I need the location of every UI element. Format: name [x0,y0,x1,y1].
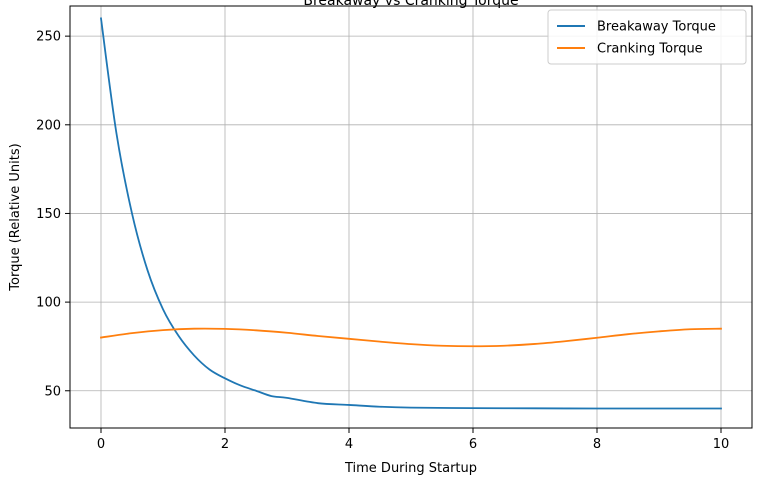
x-tick-label: 0 [97,437,105,452]
x-tick-label: 10 [713,437,730,452]
y-tick-label: 100 [36,296,61,311]
x-tick-label: 8 [593,437,601,452]
y-tick-label: 150 [36,207,61,222]
x-tick-label: 6 [469,437,477,452]
ticks: 0 2 4 6 8 10 50 100 150 200 250 [36,30,729,452]
plot-frame [69,5,753,429]
series-line-breakaway-torque [99,17,722,410]
series-line-cranking-torque [99,327,722,348]
legend-box [547,9,747,65]
legend: Breakaway Torque Cranking Torque [547,9,747,65]
x-axis-label: Time During Startup [344,461,477,476]
legend-label-breakaway-torque: Breakaway Torque [597,20,716,35]
legend-label-cranking-torque: Cranking Torque [597,42,703,57]
y-tick-label: 250 [36,30,61,45]
y-tick-label: 200 [36,118,61,133]
x-tick-label: 2 [221,437,229,452]
y-axis-label: Torque (Relative Units) [8,143,23,291]
x-tick-label: 4 [345,437,353,452]
chart-title: Breakaway vs Cranking Torque [303,0,518,9]
series-group [99,17,722,410]
y-tick-label: 50 [44,384,61,399]
grid [70,6,752,428]
